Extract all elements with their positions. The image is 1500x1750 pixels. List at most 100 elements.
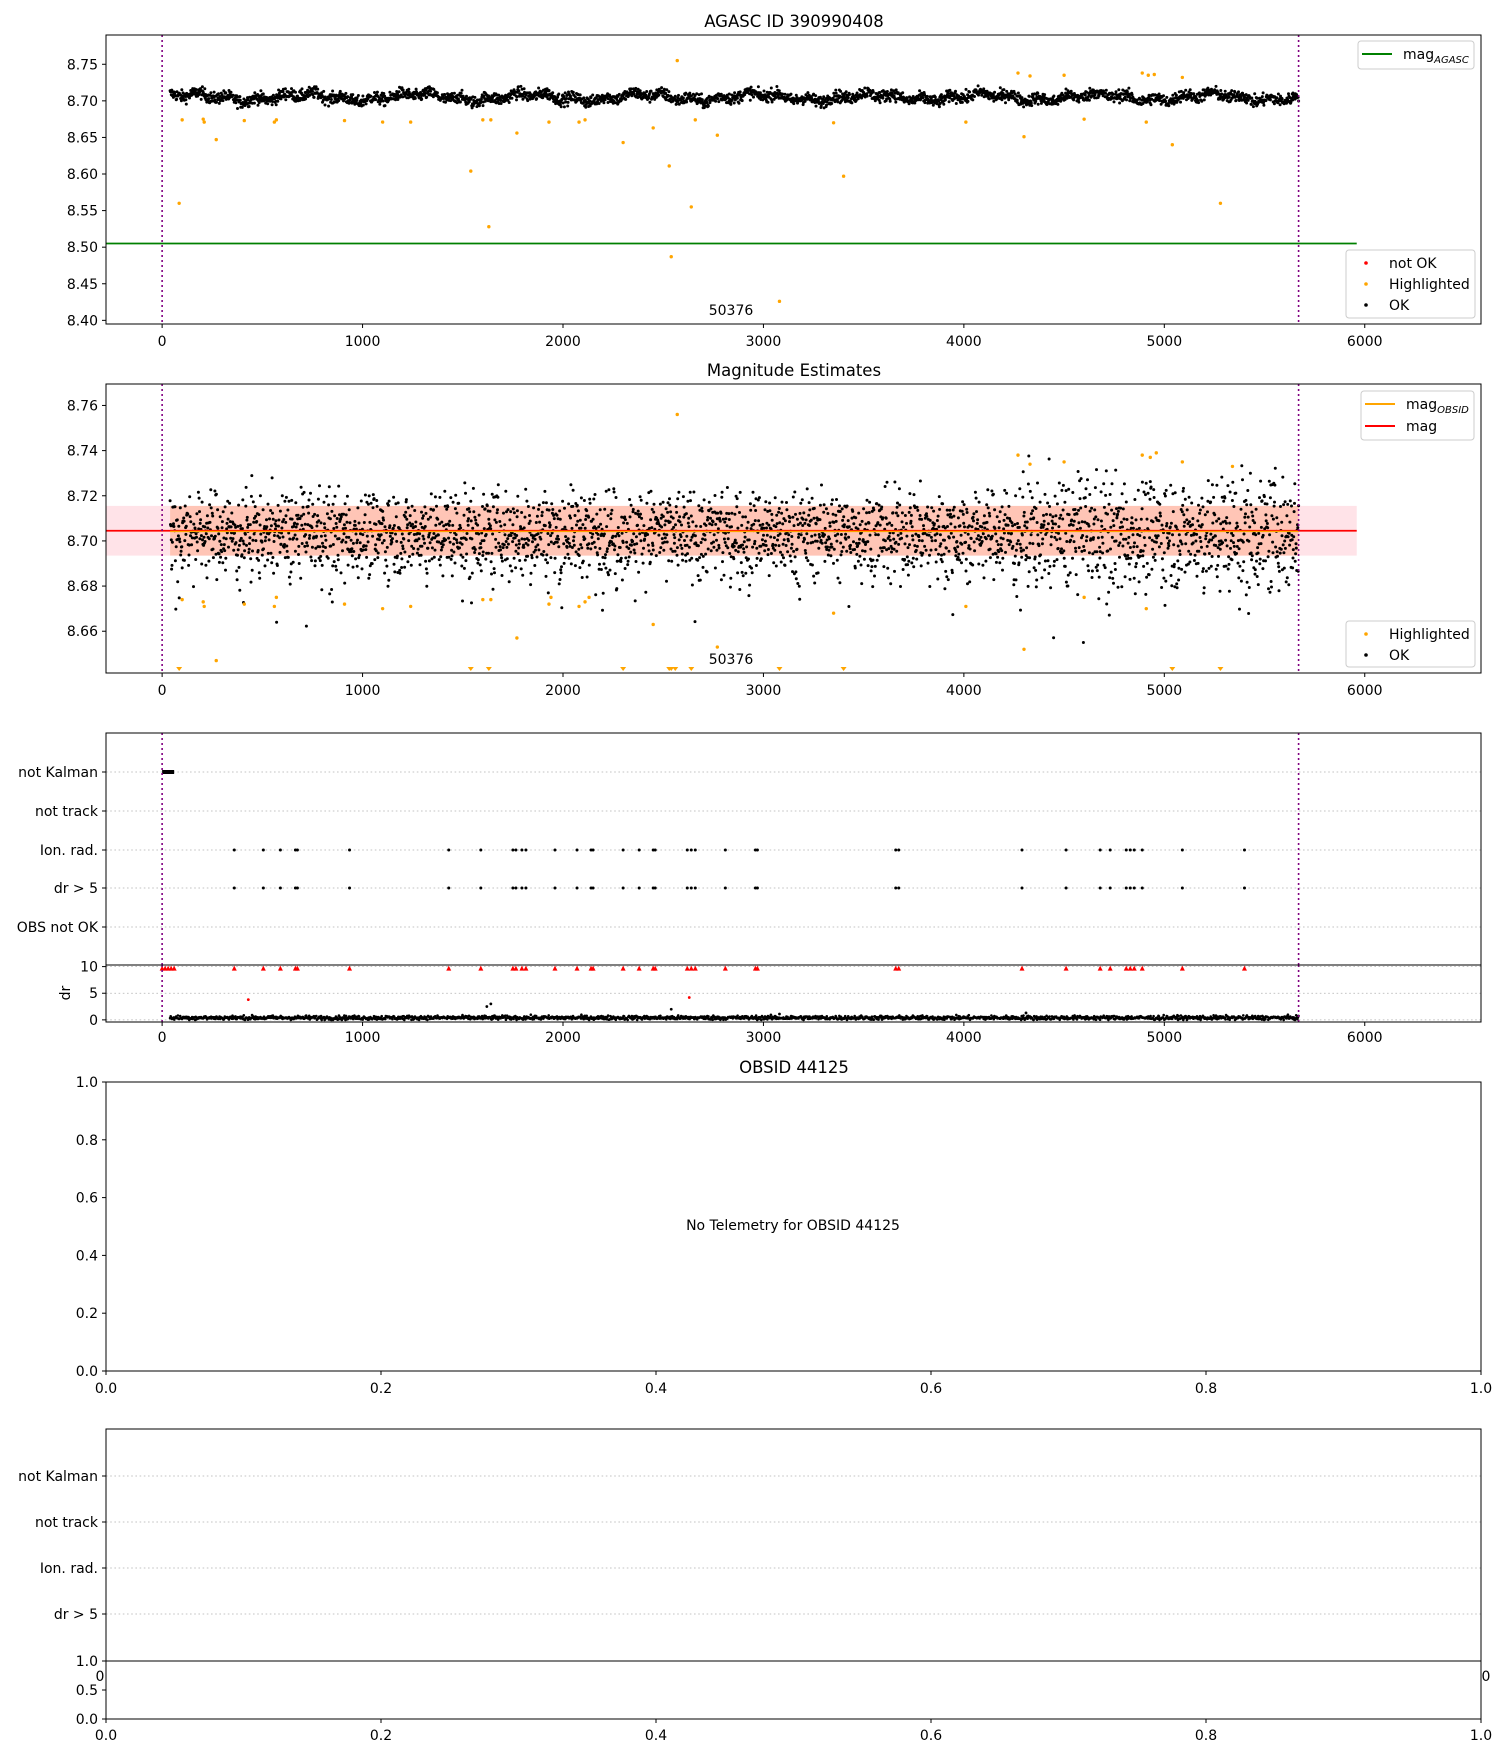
ok-point: [678, 520, 682, 524]
ok-point: [1052, 94, 1056, 98]
ok-point: [236, 107, 239, 110]
ok-point: [664, 507, 668, 511]
ok-point: [844, 96, 848, 100]
ok-point: [351, 541, 355, 545]
ok-point: [936, 577, 940, 581]
ok-point: [742, 547, 746, 551]
ok-point: [896, 514, 900, 518]
ok-point: [283, 499, 287, 503]
ok-point: [601, 608, 604, 612]
ok-point: [840, 507, 844, 511]
ok-point: [918, 514, 922, 517]
ok-point: [491, 532, 495, 536]
ok-point: [720, 495, 724, 499]
ok-point: [907, 559, 911, 563]
y-tick-label: 8.75: [67, 57, 98, 73]
ok-point: [348, 521, 352, 525]
ok-point: [293, 521, 297, 525]
ok-point: [307, 498, 311, 502]
ok-point: [327, 104, 331, 108]
ok-point: [728, 552, 732, 555]
ok-point: [558, 517, 562, 521]
ok-point: [411, 93, 415, 97]
ok-point: [845, 504, 849, 508]
ok-point: [652, 510, 656, 514]
ok-point: [602, 532, 606, 536]
ok-point: [258, 523, 262, 527]
ok-point: [1280, 97, 1284, 101]
ok-point: [855, 91, 859, 95]
ok-point: [361, 548, 365, 552]
highlighted-point: [715, 133, 720, 137]
ok-point: [826, 553, 830, 557]
ok-point: [585, 575, 589, 579]
ok-point: [356, 94, 360, 97]
ok-point: [936, 514, 940, 518]
ok-point: [331, 502, 335, 506]
ok-point: [578, 566, 582, 570]
ok-point: [1223, 89, 1227, 93]
ok-point: [525, 499, 529, 503]
ok-point: [1016, 91, 1020, 95]
ok-point: [683, 539, 686, 542]
ok-point: [841, 518, 845, 522]
ok-point: [905, 555, 909, 559]
ok-point: [216, 508, 220, 512]
ok-point: [964, 87, 968, 91]
ok-point: [875, 558, 879, 562]
ok-point: [392, 524, 396, 527]
ok-point: [602, 101, 606, 105]
ok-point: [576, 509, 580, 513]
ok-point: [557, 537, 560, 541]
ok-point: [883, 485, 887, 488]
ok-point: [751, 490, 755, 494]
ok-point: [770, 518, 774, 522]
ok-point: [798, 597, 802, 601]
ok-point: [834, 519, 838, 523]
ok-point: [929, 535, 933, 539]
ok-point: [324, 546, 327, 549]
ok-point: [722, 573, 726, 577]
ok-point: [612, 487, 616, 491]
ok-point: [769, 535, 773, 539]
ok-point: [454, 493, 458, 497]
ok-point: [481, 550, 485, 554]
ok-point: [176, 580, 180, 584]
highlighted-point: [777, 299, 782, 304]
ok-point: [375, 499, 379, 502]
ok-point: [207, 537, 211, 541]
ok-point: [794, 577, 798, 581]
ok-point: [690, 583, 694, 587]
ok-point: [432, 87, 436, 91]
ok-point: [544, 89, 548, 93]
ok-point: [635, 542, 639, 546]
ok-point: [311, 502, 315, 506]
ok-point: [915, 544, 919, 548]
ok-point: [760, 538, 764, 542]
ok-point: [766, 100, 770, 104]
ok-point: [777, 507, 781, 510]
ok-point: [533, 94, 537, 98]
ok-point: [284, 514, 288, 518]
ok-point: [460, 564, 464, 568]
ok-point: [780, 500, 784, 504]
ok-point: [527, 538, 531, 542]
ok-point: [738, 490, 742, 494]
ok-point: [822, 95, 826, 99]
ok-point: [858, 523, 862, 527]
ok-point: [915, 557, 919, 561]
ok-point: [375, 90, 379, 94]
ok-point: [1164, 99, 1168, 103]
ok-point: [849, 543, 852, 547]
ok-point: [724, 517, 728, 521]
ok-point: [282, 545, 286, 549]
ok-point: [680, 523, 683, 527]
ok-point: [920, 517, 924, 521]
ok-point: [854, 516, 858, 520]
ok-point: [700, 98, 704, 102]
ok-point: [304, 97, 308, 101]
legend-not-ok-label: not OK: [1389, 256, 1437, 272]
ok-point: [604, 566, 608, 570]
ok-point: [460, 542, 464, 546]
highlighted-point: [1022, 134, 1026, 139]
